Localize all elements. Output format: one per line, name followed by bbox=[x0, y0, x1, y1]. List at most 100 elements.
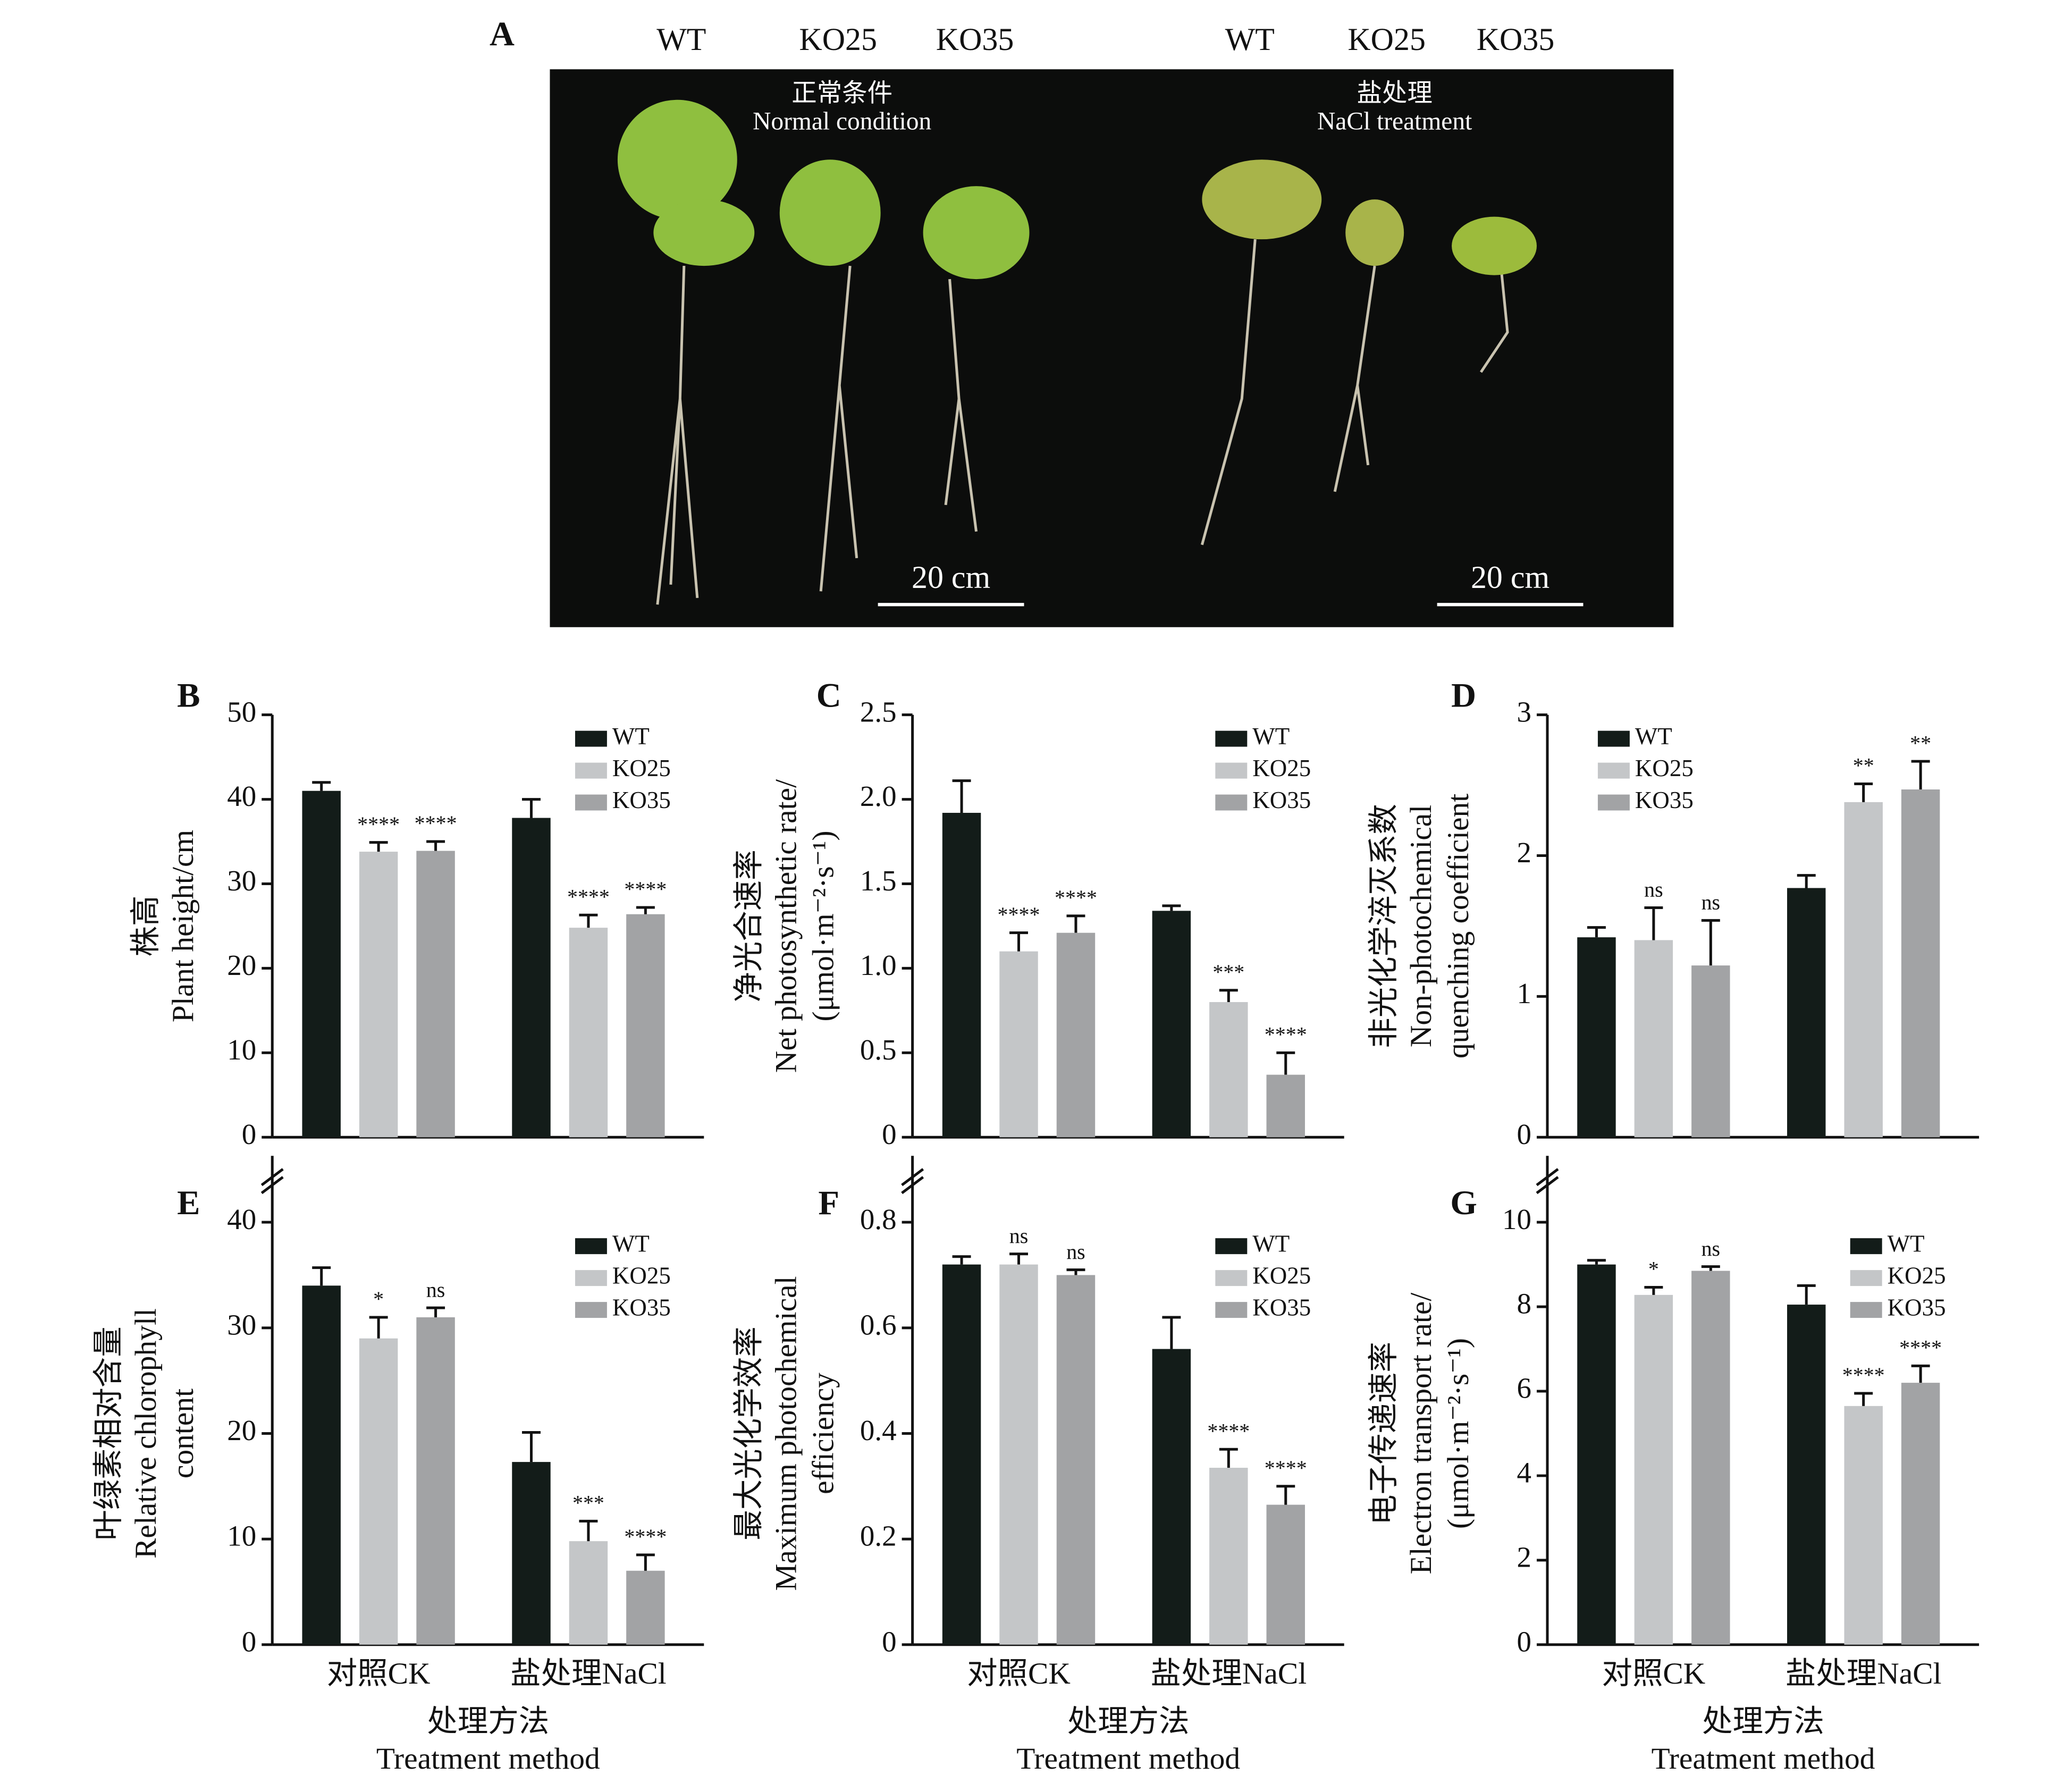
significance-label: **** bbox=[1207, 1419, 1250, 1443]
legend-swatch bbox=[1850, 1302, 1882, 1318]
y-tick-label: 6 bbox=[1517, 1372, 1531, 1404]
axis-break bbox=[1536, 1168, 1559, 1187]
legend-swatch bbox=[575, 794, 607, 811]
y-tick-label: 10 bbox=[227, 1520, 256, 1552]
bar bbox=[1266, 1504, 1305, 1645]
legend-label: KO25 bbox=[1252, 755, 1311, 781]
column-label: WT bbox=[1225, 22, 1275, 57]
legend-swatch bbox=[575, 1270, 607, 1286]
error-bar bbox=[1701, 919, 1720, 966]
legend-swatch bbox=[575, 1302, 607, 1318]
significance-label: **** bbox=[567, 885, 610, 909]
y-axis-label: 最大光化学效率 bbox=[732, 1326, 765, 1540]
significance-label: ns bbox=[1702, 1237, 1721, 1260]
y-tick-label: 0 bbox=[1517, 1625, 1531, 1658]
y-tick-label: 0.4 bbox=[860, 1414, 897, 1446]
x-axis-label: Treatment method bbox=[1652, 1742, 1875, 1776]
significance-label: ** bbox=[1910, 731, 1931, 755]
panel-label: C bbox=[816, 677, 841, 715]
column-label: KO35 bbox=[936, 22, 1014, 57]
y-axis-label: (μmol·m⁻²·s⁻¹) bbox=[806, 830, 840, 1021]
y-axis-label: efficiency bbox=[806, 1373, 840, 1494]
y-tick-label: 3 bbox=[1517, 695, 1531, 728]
y-axis-label: Net photosynthetic rate/ bbox=[769, 779, 803, 1073]
significance-label: * bbox=[373, 1287, 384, 1311]
y-axis-label: 叶绿素相对含量 bbox=[92, 1326, 125, 1540]
y-axis-label: quenching coefficient bbox=[1442, 794, 1475, 1058]
bar bbox=[1787, 888, 1826, 1138]
bar bbox=[1901, 1383, 1940, 1645]
y-tick-label: 1.0 bbox=[860, 949, 897, 981]
y-tick-label: 0 bbox=[882, 1625, 896, 1658]
photo bbox=[550, 69, 1674, 627]
error-bar bbox=[1701, 1265, 1720, 1271]
axis-break bbox=[901, 1168, 924, 1187]
y-tick-label: 40 bbox=[227, 1203, 256, 1235]
legend-swatch bbox=[575, 762, 607, 779]
bar bbox=[1901, 789, 1940, 1138]
error-bar bbox=[1066, 914, 1085, 933]
significance-label: ns bbox=[1009, 1224, 1029, 1248]
x-tick-label: 对照CK bbox=[1602, 1657, 1706, 1691]
y-axis-label: Non-photochemical bbox=[1404, 805, 1438, 1047]
y-axis-label: 净光合速率 bbox=[732, 850, 765, 1002]
error-bar bbox=[636, 906, 655, 914]
x-tick-label: 对照CK bbox=[967, 1657, 1071, 1691]
bar bbox=[1056, 932, 1096, 1138]
legend-label: KO35 bbox=[612, 1294, 671, 1321]
y-tick-label: 2.0 bbox=[860, 780, 897, 812]
legend-label: KO25 bbox=[1252, 1262, 1311, 1289]
column-label: WT bbox=[656, 22, 706, 57]
significance-label: ns bbox=[1702, 890, 1721, 914]
significance-label: ns bbox=[1644, 878, 1663, 902]
x-tick-label: 盐处理NaCl bbox=[1150, 1657, 1307, 1691]
photo-text: 正常条件 Normal condition 盐处理 NaCl treatment… bbox=[753, 80, 1549, 595]
significance-label: **** bbox=[998, 903, 1040, 927]
error-bar bbox=[369, 841, 388, 852]
axis-break bbox=[260, 1168, 284, 1187]
plants bbox=[656, 239, 1509, 605]
y-tick-label: 2 bbox=[1517, 1541, 1531, 1573]
significance-label: **** bbox=[357, 812, 400, 836]
error-bar bbox=[369, 1316, 388, 1339]
panel-label: A bbox=[490, 15, 515, 53]
significance-label: ns bbox=[1066, 1240, 1085, 1264]
error-bar bbox=[1219, 1448, 1238, 1468]
error-bar bbox=[312, 1266, 331, 1286]
error-bar bbox=[1854, 1392, 1873, 1406]
bar bbox=[999, 1264, 1038, 1645]
x-tick-label: 对照CK bbox=[327, 1657, 431, 1691]
y-tick-label: 8 bbox=[1517, 1288, 1531, 1320]
panel-label: E bbox=[177, 1184, 200, 1222]
bar bbox=[359, 1338, 398, 1645]
significance-label: **** bbox=[624, 877, 667, 901]
bar bbox=[942, 1264, 981, 1645]
bar bbox=[999, 951, 1038, 1138]
error-bar bbox=[1587, 1259, 1606, 1265]
y-tick-label: 40 bbox=[227, 780, 256, 812]
error-bar bbox=[1219, 989, 1238, 1002]
y-tick-label: 0 bbox=[1517, 1118, 1531, 1150]
error-bar bbox=[636, 1553, 655, 1571]
error-bar bbox=[952, 779, 971, 813]
y-tick-label: 30 bbox=[227, 864, 256, 897]
bar bbox=[626, 914, 665, 1138]
y-axis-label: content bbox=[166, 1389, 200, 1478]
legend-label: KO35 bbox=[1252, 1294, 1311, 1321]
column-label: KO25 bbox=[1347, 22, 1426, 57]
y-axis-label: (μmol·m⁻²·s⁻¹) bbox=[1442, 1338, 1475, 1529]
error-bar bbox=[1009, 931, 1029, 952]
bar bbox=[569, 928, 608, 1138]
error-bar bbox=[1911, 1364, 1930, 1383]
y-tick-label: 1.5 bbox=[860, 864, 897, 897]
axis-break bbox=[1536, 1176, 1559, 1195]
condition-label: 盐处理 bbox=[1357, 80, 1432, 107]
significance-label: * bbox=[1648, 1257, 1659, 1281]
significance-label: **** bbox=[1265, 1023, 1307, 1047]
significance-label: **** bbox=[1055, 886, 1097, 910]
bar bbox=[1209, 1468, 1248, 1645]
photo-panel: A WT KO25 KO35 WT KO25 KO35 正常条件 Normal … bbox=[490, 15, 1674, 627]
significance-label: **** bbox=[1899, 1336, 1942, 1360]
error-bar bbox=[1854, 782, 1873, 802]
